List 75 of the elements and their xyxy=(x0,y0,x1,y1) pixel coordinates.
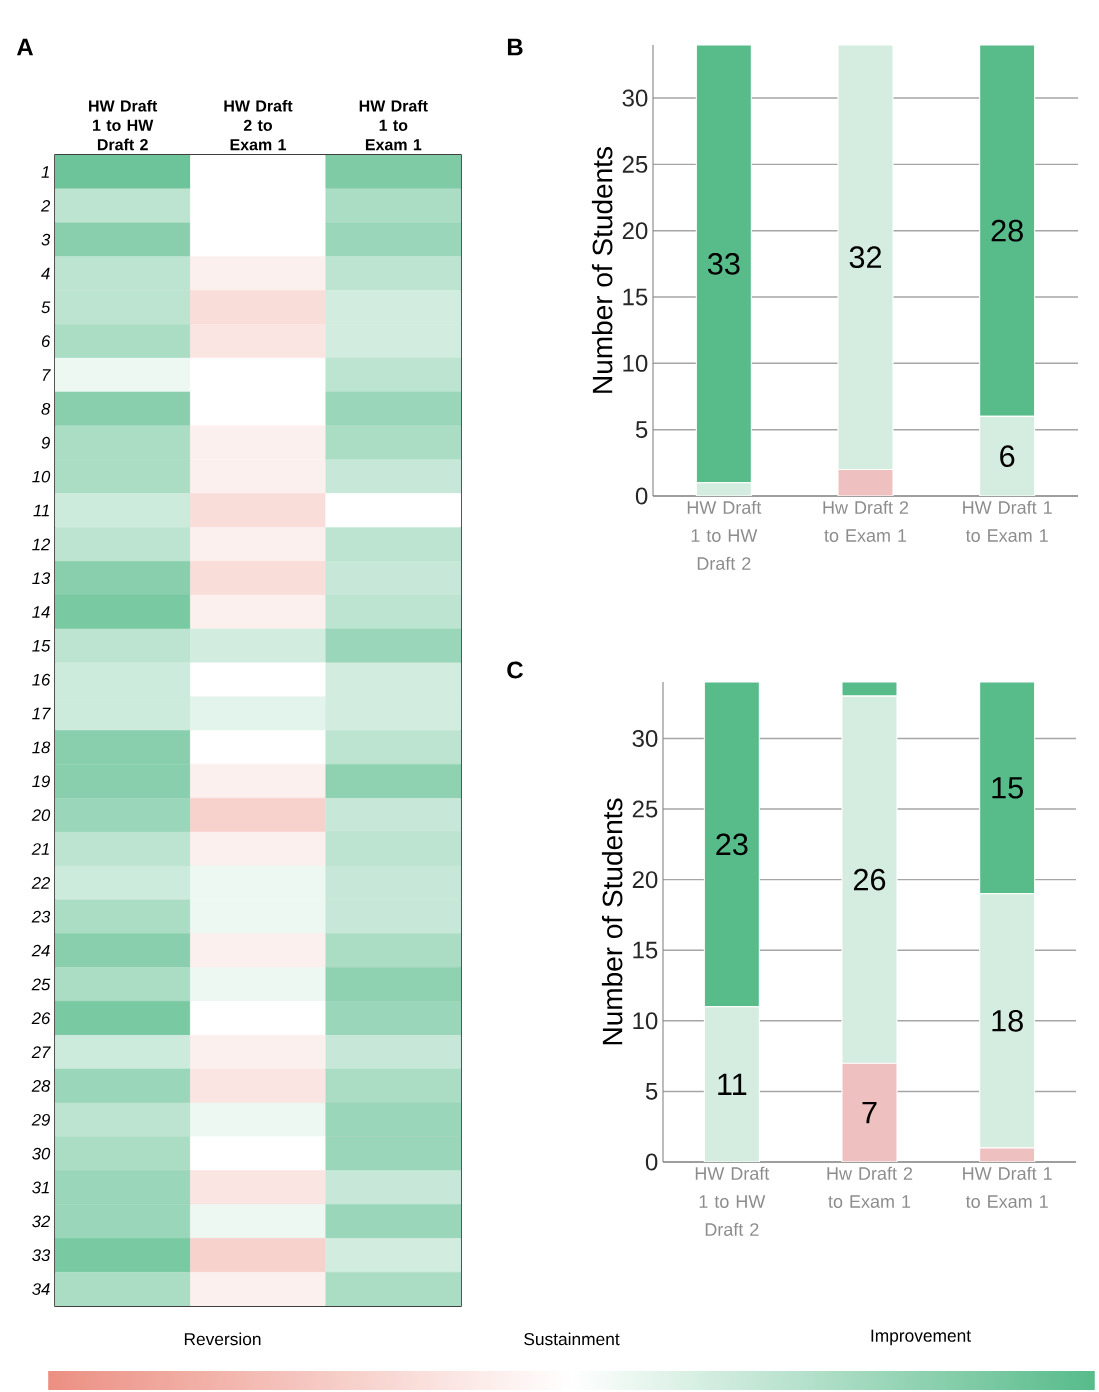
y-tick-label: 9 xyxy=(41,436,50,449)
chart-title: A xyxy=(16,38,34,56)
y-tick-label: 24 xyxy=(31,944,50,957)
y-tick-label: 26 xyxy=(31,1012,51,1025)
y-tick-label: 32 xyxy=(32,1215,51,1228)
y-tick-label: 22 xyxy=(31,877,51,889)
x-tick-label: HW Draft 1 to HW Draft 2 xyxy=(89,99,158,151)
y-tick-label: 20 xyxy=(622,222,648,240)
x-tick-label: HW Draft 2 to Exam 1 xyxy=(224,99,293,151)
chart-title: C xyxy=(507,661,523,679)
y-tick-label: 6 xyxy=(41,335,51,348)
data-label: 28 xyxy=(991,219,1023,242)
y-tick-label: 25 xyxy=(632,800,658,818)
y-tick-label: 31 xyxy=(32,1181,49,1194)
y-tick-label: 29 xyxy=(31,1113,50,1126)
y-tick-label: 20 xyxy=(632,871,658,889)
color-bar-label: Improvement xyxy=(871,1329,971,1346)
y-tick-label: 8 xyxy=(41,403,51,415)
y-tick-label: 3 xyxy=(41,233,51,246)
y-tick-label: 10 xyxy=(623,354,648,372)
y-tick-label: 15 xyxy=(633,941,658,959)
data-label: 18 xyxy=(992,1009,1023,1032)
y-tick-label: 33 xyxy=(32,1249,51,1262)
y-axis-title: Number of Students xyxy=(591,147,613,393)
y-tick-label: 23 xyxy=(31,910,51,923)
y-tick-label: 10 xyxy=(32,470,51,483)
y-tick-label: 28 xyxy=(31,1080,51,1092)
data-label: 15 xyxy=(992,777,1023,799)
y-axis-title: Number of Students xyxy=(601,798,623,1045)
y-tick-label: 27 xyxy=(31,1046,51,1058)
y-tick-label: 2 xyxy=(40,199,51,212)
data-label: 32 xyxy=(849,246,882,269)
data-label: 7 xyxy=(862,1102,877,1124)
y-tick-label: 4 xyxy=(41,267,50,280)
x-tick-label: HW Draft 1 to HW Draft 2 xyxy=(687,500,762,570)
x-tick-label: HW Draft 1 to Exam 1 xyxy=(963,500,1052,542)
y-tick-label: 20 xyxy=(31,809,51,822)
y-tick-label: 10 xyxy=(633,1012,658,1030)
y-tick-label: 34 xyxy=(32,1283,50,1295)
x-tick-label: HW Draft 1 to Exam 1 xyxy=(359,99,428,151)
y-tick-label: 30 xyxy=(32,1147,51,1160)
y-tick-label: 25 xyxy=(622,155,648,173)
color-bar-label: Reversion xyxy=(184,1332,261,1346)
x-tick-label: Hw Draft 2 to Exam 1 xyxy=(827,1166,913,1208)
y-tick-label: 30 xyxy=(622,89,648,107)
x-tick-label: Hw Draft 2 to Exam 1 xyxy=(823,500,909,542)
y-tick-label: 15 xyxy=(32,640,51,652)
data-label: 6 xyxy=(1000,445,1015,468)
y-tick-label: 16 xyxy=(32,673,51,686)
x-tick-label: HW Draft 1 to HW Draft 2 xyxy=(695,1166,770,1236)
y-tick-label: 1 xyxy=(41,166,49,178)
data-label: 11 xyxy=(718,1073,747,1095)
y-tick-label: 30 xyxy=(632,729,658,747)
chart-title: B xyxy=(507,38,523,56)
y-tick-label: 21 xyxy=(31,843,49,855)
color-bar-label: Sustainment xyxy=(524,1332,620,1346)
x-tick-label: HW Draft 1 to Exam 1 xyxy=(963,1166,1052,1208)
y-tick-label: 25 xyxy=(31,978,51,991)
y-tick-label: 17 xyxy=(32,707,51,720)
y-tick-label: 15 xyxy=(623,288,648,306)
y-tick-label: 5 xyxy=(645,1083,658,1100)
y-tick-label: 11 xyxy=(33,504,49,517)
y-tick-label: 19 xyxy=(32,775,50,788)
y-tick-label: 5 xyxy=(635,421,648,439)
y-tick-label: 5 xyxy=(41,301,51,314)
data-label: 33 xyxy=(707,253,740,275)
data-label: 26 xyxy=(853,868,886,891)
y-tick-label: 0 xyxy=(635,487,648,505)
y-tick-label: 12 xyxy=(32,538,51,551)
y-tick-label: 13 xyxy=(32,572,51,585)
y-tick-label: 18 xyxy=(32,741,51,754)
y-tick-label: 7 xyxy=(42,369,51,381)
y-tick-label: 14 xyxy=(32,606,50,618)
data-label: 23 xyxy=(716,833,748,856)
y-tick-label: 0 xyxy=(645,1153,658,1171)
